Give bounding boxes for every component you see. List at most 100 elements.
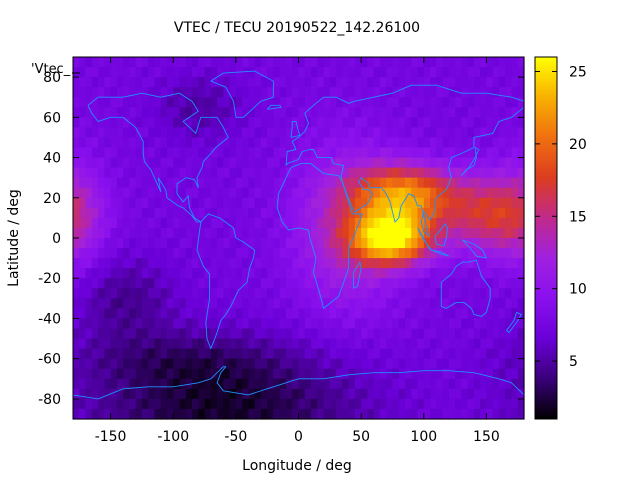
- heatmap-cell: [148, 137, 156, 149]
- heatmap-cell: [423, 147, 431, 159]
- heatmap-cell: [498, 388, 506, 400]
- heatmap-cell: [517, 268, 525, 279]
- heatmap-cell: [154, 77, 162, 88]
- heatmap-cell: [292, 197, 300, 209]
- heatmap-cell: [304, 197, 312, 209]
- heatmap-cell: [217, 137, 224, 149]
- heatmap-cell: [430, 67, 437, 78]
- heatmap-cell: [229, 368, 237, 380]
- heatmap-cell: [354, 167, 362, 179]
- heatmap-cell: [511, 298, 519, 309]
- heatmap-cell: [448, 378, 456, 390]
- heatmap-cell: [417, 77, 425, 88]
- heatmap-cell: [148, 318, 156, 330]
- heatmap-cell: [192, 77, 199, 88]
- heatmap-cell: [461, 67, 469, 78]
- heatmap-cell: [198, 348, 206, 360]
- heatmap-cell: [248, 207, 256, 219]
- heatmap-cell: [342, 268, 350, 279]
- heatmap-cell: [404, 217, 412, 229]
- heatmap-cell: [323, 147, 331, 159]
- heatmap-cell: [135, 378, 143, 390]
- heatmap-cell: [260, 278, 268, 289]
- heatmap-cell: [173, 57, 181, 68]
- heatmap-cell: [430, 288, 437, 299]
- heatmap-cell: [141, 97, 149, 108]
- heatmap-cell: [79, 137, 87, 149]
- heatmap-cell: [166, 167, 174, 179]
- heatmap-cell: [329, 137, 337, 149]
- heatmap-cell: [273, 97, 281, 108]
- heatmap-cell: [448, 368, 456, 380]
- heatmap-cell: [455, 388, 462, 400]
- heatmap-cell: [141, 57, 149, 68]
- heatmap-cell: [354, 388, 362, 400]
- heatmap-cell: [480, 117, 488, 128]
- heatmap-cell: [417, 378, 425, 390]
- heatmap-cell: [442, 177, 450, 189]
- heatmap-cell: [198, 167, 206, 179]
- heatmap-cell: [116, 197, 124, 209]
- heatmap-cell: [486, 157, 494, 169]
- heatmap-cell: [123, 227, 130, 239]
- heatmap-cell: [123, 328, 130, 340]
- heatmap-cell: [192, 408, 199, 420]
- heatmap-cell: [392, 308, 400, 320]
- heatmap-cell: [404, 107, 412, 118]
- heatmap-cell: [411, 298, 419, 309]
- heatmap-cell: [116, 107, 124, 118]
- heatmap-cell: [91, 177, 99, 189]
- heatmap-cell: [323, 278, 331, 289]
- heatmap-cell: [135, 167, 143, 179]
- heatmap-cell: [448, 57, 456, 68]
- heatmap-cell: [480, 57, 488, 68]
- heatmap-cell: [398, 167, 406, 179]
- heatmap-cell: [91, 57, 99, 68]
- heatmap-cell: [411, 318, 419, 330]
- heatmap-cell: [116, 238, 124, 249]
- heatmap-cell: [279, 107, 287, 118]
- heatmap-cell: [423, 167, 431, 179]
- heatmap-cell: [379, 398, 387, 410]
- heatmap-cell: [386, 288, 394, 299]
- heatmap-cell: [517, 67, 525, 78]
- heatmap-cell: [492, 157, 500, 169]
- heatmap-cell: [329, 227, 337, 239]
- heatmap-cell: [379, 258, 387, 269]
- heatmap-cell: [73, 187, 80, 199]
- heatmap-cell: [373, 288, 381, 299]
- heatmap-cell: [486, 187, 494, 199]
- heatmap-cell: [417, 57, 425, 68]
- heatmap-cell: [254, 348, 262, 360]
- heatmap-cell: [229, 127, 237, 139]
- heatmap-cell: [442, 167, 450, 179]
- heatmap-cell: [254, 77, 262, 88]
- heatmap-cell: [73, 358, 80, 370]
- heatmap-cell: [91, 408, 99, 420]
- heatmap-cell: [91, 378, 99, 390]
- heatmap-cell: [442, 378, 450, 390]
- heatmap-cell: [248, 177, 256, 189]
- heatmap-cell: [79, 238, 87, 249]
- heatmap-cell: [467, 97, 475, 108]
- heatmap-cell: [367, 378, 375, 390]
- heatmap-cell: [511, 157, 519, 169]
- heatmap-cell: [404, 177, 412, 189]
- heatmap-cell: [141, 77, 149, 88]
- heatmap-cell: [486, 177, 494, 189]
- heatmap-cell: [342, 117, 350, 128]
- heatmap-cell: [480, 368, 488, 380]
- heatmap-cell: [116, 227, 124, 239]
- heatmap-cell: [492, 318, 500, 330]
- heatmap-cell: [492, 107, 500, 118]
- heatmap-cell: [223, 298, 231, 309]
- heatmap-cell: [505, 117, 513, 128]
- heatmap-cell: [217, 288, 224, 299]
- heatmap-cell: [398, 57, 406, 68]
- heatmap-cell: [248, 187, 256, 199]
- heatmap-cell: [417, 107, 425, 118]
- heatmap-cell: [329, 368, 337, 380]
- heatmap-cell: [411, 378, 419, 390]
- heatmap-cell: [217, 167, 224, 179]
- coastline-path: [276, 163, 363, 309]
